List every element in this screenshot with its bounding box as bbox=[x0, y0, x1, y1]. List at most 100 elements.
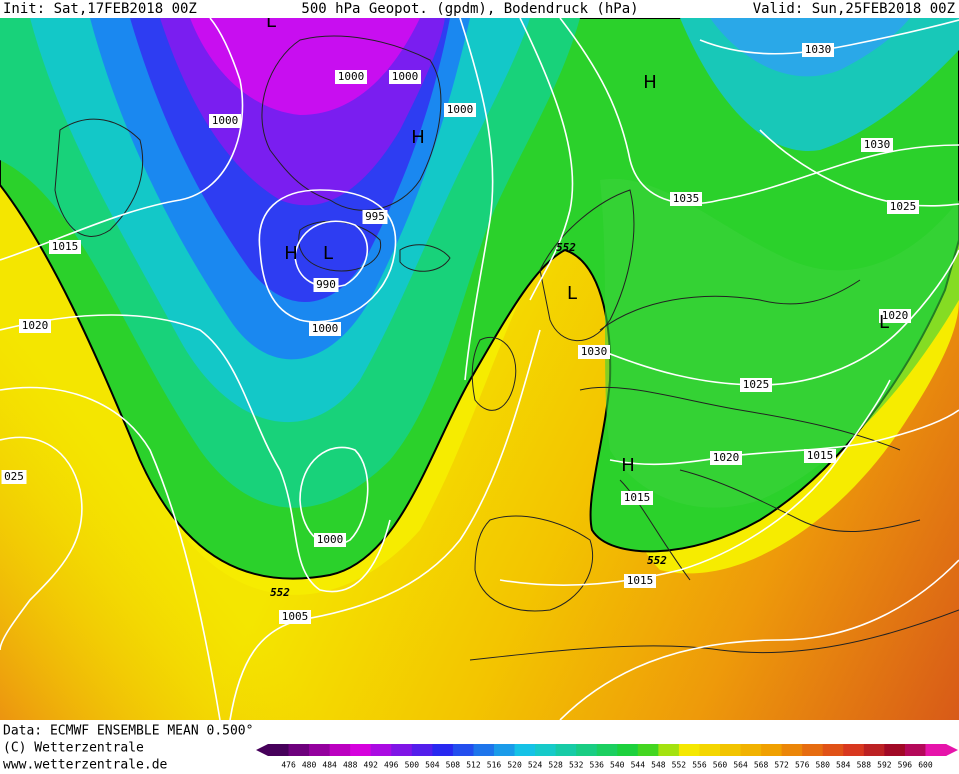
colorbar-swatch bbox=[699, 744, 721, 756]
colorbar-label: 564 bbox=[733, 761, 748, 770]
colorbar-label: 520 bbox=[507, 761, 522, 770]
colorbar-label: 476 bbox=[281, 761, 296, 770]
magenta-field bbox=[190, 18, 420, 115]
colorbar-swatch bbox=[802, 744, 824, 756]
label-box bbox=[313, 278, 339, 292]
coastlines bbox=[54, 35, 959, 661]
east-green-field bbox=[600, 178, 959, 508]
label-box bbox=[861, 138, 893, 152]
data-source: Data: ECMWF ENSEMBLE MEAN 0.500° bbox=[3, 724, 253, 739]
colorbar-swatch bbox=[535, 744, 557, 756]
colorbar-label: 544 bbox=[631, 761, 646, 770]
colorbar-swatch bbox=[720, 744, 742, 756]
pressure-center: L bbox=[879, 312, 889, 333]
colorbar-label: 536 bbox=[590, 761, 605, 770]
colorbar-swatch bbox=[781, 744, 803, 756]
isobar-label: 1015 bbox=[627, 574, 654, 587]
label-box bbox=[309, 322, 341, 336]
isobar-label: 1035 bbox=[673, 192, 700, 205]
isobar-label: 1020 bbox=[22, 319, 49, 332]
pressure-center: H bbox=[643, 72, 657, 93]
pressure-center: H bbox=[411, 127, 425, 148]
label-box bbox=[879, 309, 911, 323]
colorbar-swatch bbox=[432, 744, 454, 756]
colorbar-label: 540 bbox=[610, 761, 625, 770]
colorbar-swatch bbox=[576, 744, 598, 756]
colorbar-label: 556 bbox=[692, 761, 707, 770]
colorbar-swatch bbox=[411, 744, 433, 756]
colorbar-arrow-right bbox=[946, 744, 958, 756]
colorbar-swatch bbox=[555, 744, 577, 756]
label-box bbox=[389, 70, 421, 84]
colorbar-swatch bbox=[637, 744, 659, 756]
colorbar-label: 492 bbox=[364, 761, 379, 770]
label-box bbox=[444, 103, 476, 117]
colorbar-label: 484 bbox=[322, 761, 337, 770]
colorbar-swatch bbox=[370, 744, 392, 756]
colorbar-label: 560 bbox=[713, 761, 728, 770]
colorbar-label: 512 bbox=[466, 761, 481, 770]
colorbar-label: 552 bbox=[672, 761, 687, 770]
colorbar-label: 584 bbox=[836, 761, 851, 770]
colorbar-swatch bbox=[309, 744, 331, 756]
isobar-label: 1030 bbox=[581, 345, 608, 358]
colorbar-swatch bbox=[863, 744, 885, 756]
isobar-label: 1030 bbox=[864, 138, 891, 151]
label-box bbox=[49, 240, 81, 254]
isobar-label: 1025 bbox=[890, 200, 917, 213]
label-box bbox=[804, 449, 836, 463]
colorbar-label: 504 bbox=[425, 761, 440, 770]
label-box bbox=[578, 345, 610, 359]
isobar-label: 1000 bbox=[392, 70, 419, 83]
colorbar-swatch bbox=[473, 744, 495, 756]
colorbar-label: 592 bbox=[877, 761, 892, 770]
isobar-label: 1020 bbox=[882, 309, 909, 322]
colorbar-swatch bbox=[452, 744, 474, 756]
colorbar-arrow-left bbox=[256, 744, 268, 756]
isobar-label: 990 bbox=[316, 278, 336, 291]
valid-time: Valid: Sun,25FEB2018 00Z bbox=[753, 1, 955, 17]
isohypse-label: 552 bbox=[556, 241, 576, 254]
label-box bbox=[624, 574, 656, 588]
label-box bbox=[209, 114, 241, 128]
colorbar-label: 588 bbox=[857, 761, 872, 770]
isobar-label: 1000 bbox=[317, 533, 344, 546]
pressure-center: L bbox=[266, 11, 276, 32]
colorbar-swatch bbox=[391, 744, 413, 756]
colorbar-swatch bbox=[678, 744, 700, 756]
pressure-center: L bbox=[323, 243, 333, 264]
colorbar-swatch bbox=[617, 744, 639, 756]
colorbar-swatch bbox=[329, 744, 351, 756]
label-box bbox=[887, 200, 919, 214]
colorbar-label: 480 bbox=[302, 761, 317, 770]
colorbar-swatch bbox=[740, 744, 762, 756]
colorbar-label: 508 bbox=[446, 761, 461, 770]
label-box bbox=[19, 319, 51, 333]
isobar-label: 1000 bbox=[447, 103, 474, 116]
colorbar-swatch bbox=[884, 744, 906, 756]
website: www.wetterzentrale.de bbox=[3, 758, 168, 771]
pressure-center: H bbox=[284, 243, 298, 264]
isobar-label: 1015 bbox=[52, 240, 79, 253]
colorbar-label: 568 bbox=[754, 761, 769, 770]
isobar-label: 1025 bbox=[743, 378, 770, 391]
label-box bbox=[279, 610, 311, 624]
colorbar-label: 576 bbox=[795, 761, 810, 770]
colorbar-swatch bbox=[658, 744, 680, 756]
isobar-label: 1000 bbox=[212, 114, 239, 127]
isobar-label: 1020 bbox=[713, 451, 740, 464]
colorbar-swatch bbox=[925, 744, 947, 756]
label-box bbox=[621, 491, 653, 505]
colorbar-label: 528 bbox=[548, 761, 563, 770]
colorbar-swatch bbox=[288, 744, 310, 756]
colorbar-label: 600 bbox=[918, 761, 933, 770]
map-title: 500 hPa Geopot. (gpdm), Bodendruck (hPa) bbox=[301, 1, 638, 17]
label-box bbox=[314, 533, 346, 547]
colorbar-label: 524 bbox=[528, 761, 543, 770]
colorbar-swatch bbox=[514, 744, 536, 756]
isobar-label: 1005 bbox=[282, 610, 309, 623]
isohypse-label: 552 bbox=[270, 586, 290, 599]
label-box bbox=[740, 378, 772, 392]
colorbar: 476 480 484 488 492 496 500 504 508 512 516 520 524 5… bbox=[256, 744, 958, 770]
isobar-label: 995 bbox=[365, 210, 385, 223]
